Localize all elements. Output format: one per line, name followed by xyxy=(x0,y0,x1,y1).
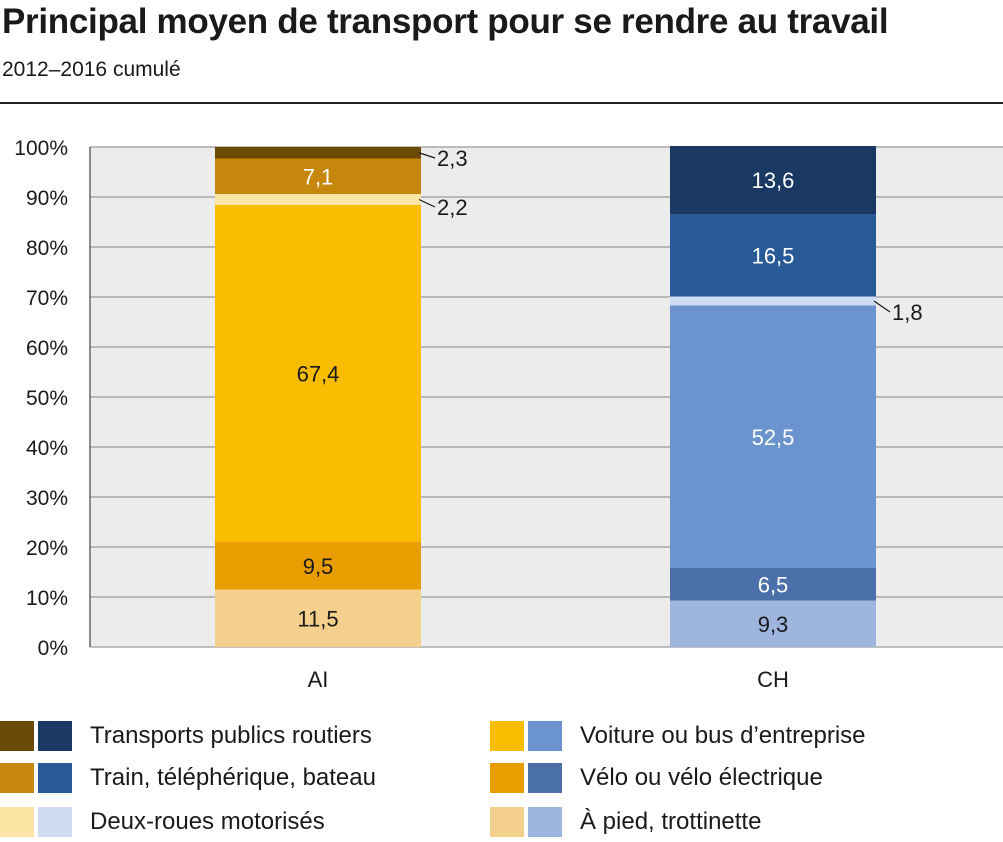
callout-line xyxy=(873,300,891,313)
bar-segment xyxy=(670,568,876,601)
legend-swatch-ch xyxy=(38,763,72,793)
y-tick-label: 100% xyxy=(14,137,68,160)
legend-swatch-ai xyxy=(490,807,524,837)
data-label: 1,8 xyxy=(892,300,923,325)
bar-segment xyxy=(215,589,421,647)
bar-segment xyxy=(670,296,876,306)
y-tick-label: 0% xyxy=(38,637,68,660)
legend-label: Transports publics routiers xyxy=(90,722,372,749)
chart-title: Principal moyen de transport pour se ren… xyxy=(2,2,889,41)
y-tick-label: 90% xyxy=(26,187,68,210)
bar-segment xyxy=(215,542,421,590)
stacked-bar-chart: 0% 10% 20% 30% 40% 50% 60% 70% 80% 90% 100% 11,5 9,5… xyxy=(14,137,1003,692)
legend-label: À pied, trottinette xyxy=(580,808,762,835)
data-label: 11,5 xyxy=(297,606,338,631)
bar-segment xyxy=(215,205,421,542)
bar-segment xyxy=(215,158,421,194)
legend-item-2: Deux-roues motorisés xyxy=(0,802,325,842)
legend-swatch-ai xyxy=(0,763,34,793)
data-label: 9,3 xyxy=(758,612,789,637)
bar-segment xyxy=(670,146,876,214)
data-label: 9,5 xyxy=(303,554,334,579)
legend-swatch-ai xyxy=(0,721,34,751)
y-tick-label: 30% xyxy=(26,487,68,510)
legend-swatch-ai xyxy=(490,763,524,793)
legend-item-5: À pied, trottinette xyxy=(490,802,761,842)
bar-segment xyxy=(215,194,421,205)
legend-label: Voiture ou bus d’entreprise xyxy=(580,722,866,749)
x-category-label: AI xyxy=(308,667,329,692)
legend-item-3: Voiture ou bus d’entreprise xyxy=(490,716,866,756)
legend-swatch-ch xyxy=(38,807,72,837)
data-label: 2,3 xyxy=(437,146,468,171)
chart-subtitle: 2012–2016 cumulé xyxy=(2,58,181,81)
legend-swatch-ch xyxy=(528,721,562,751)
legend-swatch-ch xyxy=(528,807,562,837)
legend-item-4: Vélo ou vélo électrique xyxy=(490,758,823,798)
data-label: 67,4 xyxy=(297,362,340,387)
legend-swatch-ch xyxy=(528,763,562,793)
callout-line xyxy=(418,198,436,208)
bar-segment xyxy=(670,305,876,568)
callout-line xyxy=(418,152,436,159)
data-label: 2,2 xyxy=(437,195,468,220)
y-tick-label: 20% xyxy=(26,537,68,560)
data-label: 52,5 xyxy=(752,425,795,450)
legend-label: Vélo ou vélo électrique xyxy=(580,764,823,791)
legend-swatch-ch xyxy=(38,721,72,751)
data-label: 7,1 xyxy=(303,164,334,189)
legend-label: Train, téléphérique, bateau xyxy=(90,764,376,791)
y-tick-label: 50% xyxy=(26,387,68,410)
bar-segment xyxy=(215,147,421,159)
legend-item-0: Transports publics routiers xyxy=(0,716,372,756)
legend: Transports publics routiers Train, télép… xyxy=(0,716,1003,840)
y-tick-label: 40% xyxy=(26,437,68,460)
y-tick-label: 10% xyxy=(26,587,68,610)
x-category-label: CH xyxy=(757,667,789,692)
data-label: 6,5 xyxy=(758,572,789,597)
legend-label: Deux-roues motorisés xyxy=(90,808,325,835)
y-tick-label: 80% xyxy=(26,237,68,260)
y-tick-label: 60% xyxy=(26,337,68,360)
data-label: 16,5 xyxy=(752,243,795,268)
bar-segment xyxy=(670,214,876,297)
title-divider xyxy=(0,102,1003,104)
y-tick-label: 70% xyxy=(26,287,68,310)
legend-swatch-ai xyxy=(490,721,524,751)
data-label: 13,6 xyxy=(752,168,795,193)
legend-item-1: Train, téléphérique, bateau xyxy=(0,758,376,798)
legend-swatch-ai xyxy=(0,807,34,837)
bar-segment xyxy=(670,600,876,647)
